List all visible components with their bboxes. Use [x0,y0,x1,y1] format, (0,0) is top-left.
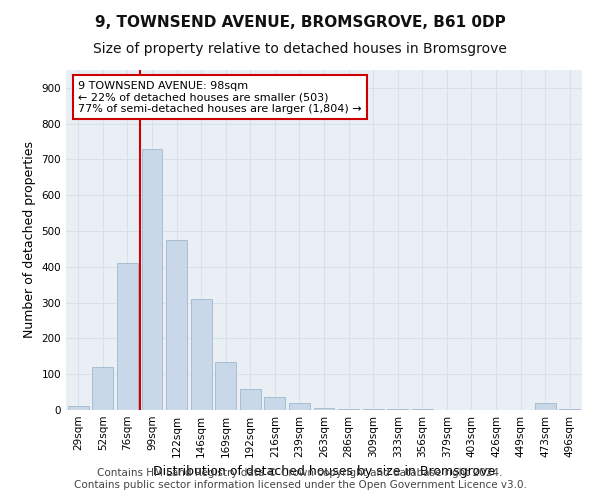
Bar [117,264,138,410]
Bar [314,408,334,410]
Bar [535,403,556,410]
Text: 9 TOWNSEND AVENUE: 98sqm
← 22% of detached houses are smaller (503)
77% of semi-: 9 TOWNSEND AVENUE: 98sqm ← 22% of detach… [78,80,362,114]
Y-axis label: Number of detached properties: Number of detached properties [23,142,36,338]
Text: Size of property relative to detached houses in Bromsgrove: Size of property relative to detached ho… [93,42,507,56]
Text: 9, TOWNSEND AVENUE, BROMSGROVE, B61 0DP: 9, TOWNSEND AVENUE, BROMSGROVE, B61 0DP [95,15,505,30]
Bar [191,299,212,410]
Bar [559,409,580,410]
Bar [215,362,236,410]
Text: Contains HM Land Registry data © Crown copyright and database right 2024.
Contai: Contains HM Land Registry data © Crown c… [74,468,526,490]
Bar [265,398,286,410]
Bar [166,240,187,410]
X-axis label: Distribution of detached houses by size in Bromsgrove: Distribution of detached houses by size … [153,466,495,478]
Bar [289,403,310,410]
Bar [142,148,163,410]
Bar [68,406,89,410]
Bar [338,409,359,410]
Bar [240,388,261,410]
Bar [92,367,113,410]
